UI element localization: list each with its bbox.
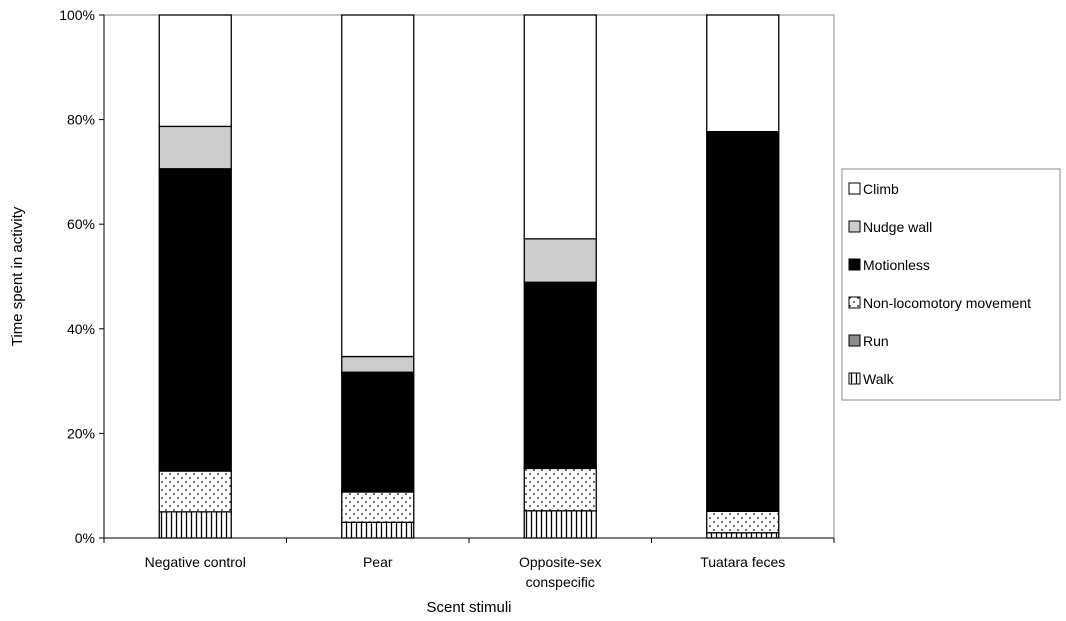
labels: 0% 20% 40% 60% 80% 100% Negative control Pear Op… — [9, 7, 785, 616]
bar-segment-walk — [158, 511, 232, 539]
legend-swatch — [848, 334, 861, 347]
y-tick-label: 40% — [67, 321, 95, 337]
bar-segment-motionless — [158, 168, 232, 472]
bar-segment-walk — [706, 532, 780, 539]
bar-segment-climb — [706, 14, 780, 133]
bar-segment-climb — [158, 14, 232, 128]
legend-label: Nudge wall — [863, 219, 932, 235]
y-axis-title: Time spent in activity — [9, 206, 26, 346]
bar-segment-walk — [523, 510, 597, 539]
y-tick-label: 80% — [67, 112, 95, 128]
bar-segment-motionless — [523, 281, 597, 470]
bars — [158, 14, 780, 539]
bar-segment-nudge-wall — [523, 238, 597, 283]
bar-segment-non-locomotory-movement — [341, 491, 415, 523]
bar-segment-non-locomotory-movement — [158, 470, 232, 513]
legend-label: Motionless — [863, 257, 930, 273]
legend-label: Walk — [863, 371, 895, 387]
legend: Climb Nudge wall Motionless Non-locomotory … — [841, 168, 1061, 401]
y-tick-label: 100% — [59, 7, 95, 23]
x-tick-label: conspecific — [526, 574, 595, 590]
bar-segment-non-locomotory-movement — [706, 510, 780, 534]
bar-segment-walk — [341, 521, 415, 539]
bar-segment-climb — [341, 14, 415, 358]
x-tick-label: Tuatara feces — [700, 554, 785, 570]
x-tick-label: Negative control — [145, 554, 246, 570]
legend-swatch — [848, 220, 861, 233]
legend-swatch — [848, 182, 861, 195]
legend-box — [841, 168, 1061, 401]
y-tick-label: 60% — [67, 216, 95, 232]
x-axis-title: Scent stimuli — [426, 599, 511, 616]
bar-segment-motionless — [706, 130, 780, 512]
y-tick-label: 0% — [75, 530, 95, 546]
bar-segment-non-locomotory-movement — [523, 467, 597, 512]
legend-swatch — [848, 372, 861, 385]
bar-segment-nudge-wall — [158, 125, 232, 170]
legend-label: Non-locomotory movement — [863, 295, 1031, 311]
legend-swatch — [848, 258, 861, 271]
legend-swatch — [848, 296, 861, 309]
bar-segment-motionless — [341, 371, 415, 493]
y-tick-label: 20% — [67, 425, 95, 441]
legend-label: Run — [863, 333, 889, 349]
x-tick-label: Opposite-sex — [519, 554, 601, 570]
bar-segment-climb — [523, 14, 597, 240]
x-tick-label: Pear — [363, 554, 393, 570]
legend-label: Climb — [863, 181, 899, 197]
bar-segment-nudge-wall — [341, 355, 415, 373]
